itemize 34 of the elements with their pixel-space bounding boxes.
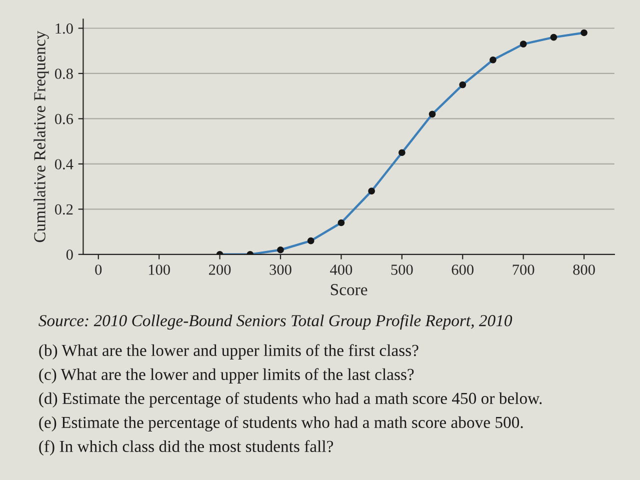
point: [428, 110, 436, 118]
y-tick-label: 0.2: [54, 204, 73, 215]
point: [550, 34, 558, 41]
y-tick-label: 0.4: [54, 159, 74, 170]
x-tick-label: 200: [209, 264, 231, 275]
y-tick-label: 0: [66, 250, 73, 260]
text: (c) What are the lower and upper limits of the last class?: [39, 368, 414, 384]
point: [277, 246, 284, 254]
point: [338, 219, 345, 226]
point: [490, 56, 496, 64]
source-note: Source: 2010 College-Bound Seniors Total Group Profile Report, 2010: [38, 314, 512, 330]
point: [398, 149, 406, 156]
x-tick-label: 800: [573, 264, 595, 275]
x-tick-label: 700: [512, 264, 534, 275]
point: [520, 40, 527, 48]
y-tick-label: 0.6: [54, 114, 74, 124]
point: [368, 188, 375, 194]
text: (d) Estimate the percentage of students who had a math score 450 or below.: [39, 392, 542, 408]
y-tick-label: 0.8: [54, 68, 73, 79]
x-tick-label: 500: [391, 264, 413, 275]
y-tick-label: 1.0: [56, 23, 73, 34]
point: [307, 237, 314, 244]
point: [580, 29, 588, 36]
x-tick-label: 100: [148, 264, 170, 275]
point: [459, 81, 466, 88]
y-axis-title: Cumulative Relative Frequency: [34, 30, 49, 242]
text: (e) Estimate the percentage of students who had a math score above 500.: [39, 416, 523, 432]
x-tick-label: 400: [330, 264, 352, 275]
x-axis-title: Score: [330, 284, 368, 296]
text: (b) What are the lower and upper limits of the first class?: [39, 344, 418, 360]
x-tick-label: 600: [452, 264, 474, 275]
text: (f) In which class did the most students fall?: [39, 440, 334, 456]
x-tick-label: 300: [270, 264, 292, 275]
x-tick-label: 0: [95, 264, 102, 275]
